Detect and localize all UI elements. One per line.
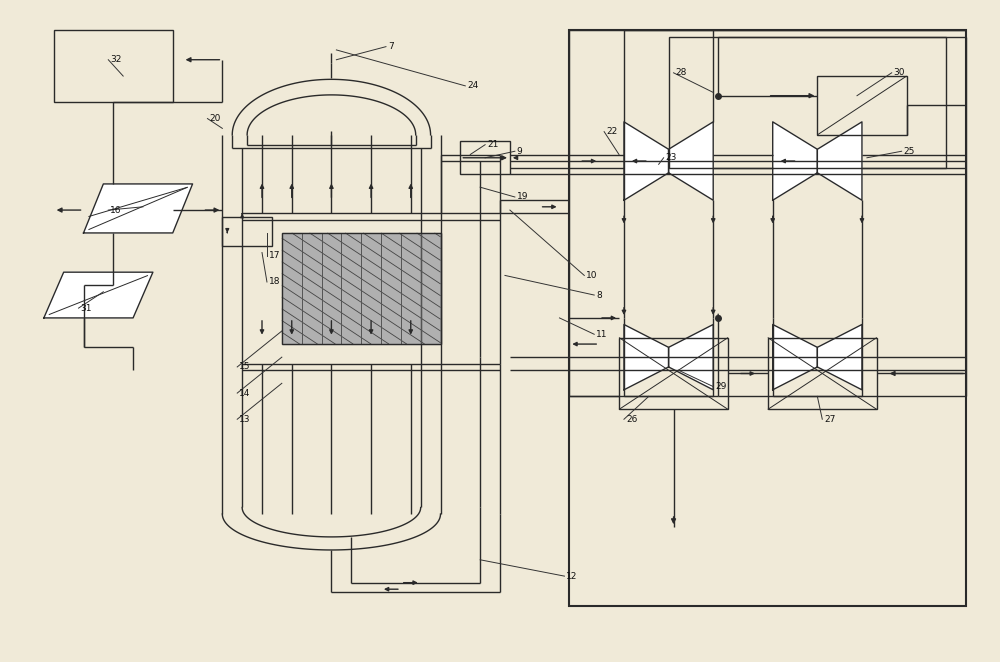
Text: 28: 28 xyxy=(676,68,687,77)
Bar xyxy=(619,338,728,409)
Text: 8: 8 xyxy=(596,291,602,299)
Text: 18: 18 xyxy=(269,277,280,287)
Text: 14: 14 xyxy=(239,389,251,398)
Polygon shape xyxy=(817,122,862,201)
Text: 9: 9 xyxy=(517,147,523,156)
Text: 25: 25 xyxy=(904,147,915,156)
Bar xyxy=(569,30,966,606)
Polygon shape xyxy=(84,184,193,233)
Text: 19: 19 xyxy=(517,193,528,201)
Text: 32: 32 xyxy=(110,55,122,64)
Polygon shape xyxy=(669,122,713,201)
Text: 22: 22 xyxy=(606,127,617,136)
Text: 10: 10 xyxy=(586,271,598,280)
Polygon shape xyxy=(44,272,153,318)
Polygon shape xyxy=(282,233,441,344)
Text: 27: 27 xyxy=(824,415,836,424)
Polygon shape xyxy=(817,324,862,390)
Text: 26: 26 xyxy=(626,415,637,424)
Text: 7: 7 xyxy=(388,42,394,51)
Text: 24: 24 xyxy=(467,81,479,91)
Bar xyxy=(768,338,877,409)
Text: 31: 31 xyxy=(81,304,92,312)
Bar xyxy=(669,37,946,167)
Text: 20: 20 xyxy=(209,114,221,123)
Text: 29: 29 xyxy=(715,382,727,391)
Text: 11: 11 xyxy=(596,330,608,339)
Polygon shape xyxy=(773,122,817,201)
Bar xyxy=(54,30,173,102)
Text: 21: 21 xyxy=(487,140,498,149)
Text: 16: 16 xyxy=(110,206,122,214)
Text: 12: 12 xyxy=(566,571,578,581)
Text: 30: 30 xyxy=(894,68,905,77)
Polygon shape xyxy=(669,324,713,390)
Bar xyxy=(460,142,510,174)
Text: 17: 17 xyxy=(269,252,280,260)
Text: 13: 13 xyxy=(239,415,251,424)
Polygon shape xyxy=(624,122,669,201)
Polygon shape xyxy=(773,324,817,390)
Polygon shape xyxy=(624,324,669,390)
Bar xyxy=(222,216,272,246)
Text: 23: 23 xyxy=(666,154,677,162)
Bar xyxy=(817,76,907,135)
Text: 15: 15 xyxy=(239,363,251,371)
Bar xyxy=(282,233,441,344)
